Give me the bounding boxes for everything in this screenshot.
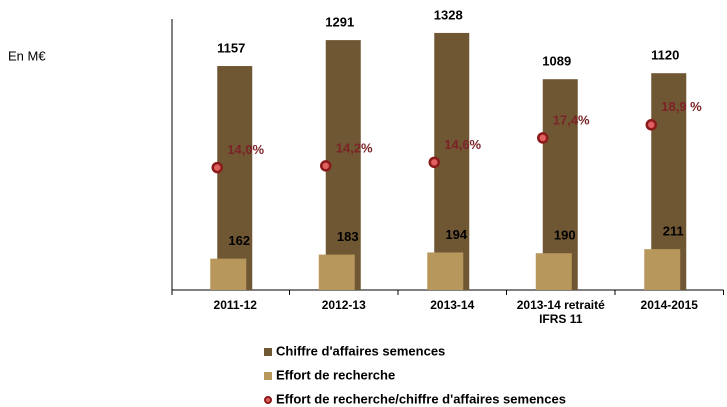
legend-label: Chiffre d'affaires semences <box>276 343 445 358</box>
bar <box>210 258 247 290</box>
bar-value-label: 1328 <box>434 7 463 22</box>
x-tick-label: 2011-12 <box>213 298 257 312</box>
bar-value-label: 190 <box>554 228 576 243</box>
legend-label: Effort de recherche/chiffre d'affaires s… <box>276 391 566 406</box>
bar <box>217 66 253 290</box>
legend-swatch <box>264 372 272 380</box>
bar-value-label: 194 <box>445 227 467 242</box>
ratio-marker <box>428 156 440 169</box>
legend-label: Effort de recherche <box>276 367 395 382</box>
bar <box>644 249 681 290</box>
ratio-label: 18,9 % <box>661 99 702 114</box>
legend-swatch <box>264 348 272 356</box>
legend-marker <box>264 396 272 404</box>
bar-value-label: 1089 <box>542 54 571 69</box>
ratio-marker <box>645 119 657 131</box>
bar <box>318 254 355 290</box>
bar-value-label: 211 <box>663 224 684 239</box>
ratio-label: 14,6% <box>444 137 481 152</box>
x-tick-label: 2014-2015 <box>640 298 698 312</box>
bar <box>427 252 464 290</box>
bar <box>325 40 361 290</box>
ratio-marker <box>537 132 549 144</box>
x-tick-label: 2013-14 retraité IFRS 11 <box>516 298 605 326</box>
ratio-marker <box>320 160 332 172</box>
ratio-label: 14,2% <box>336 140 373 155</box>
bar-value-label: 1157 <box>217 40 245 55</box>
ratio-label: 14,0% <box>227 142 264 157</box>
bar <box>434 32 470 291</box>
x-tick-label: 2012-13 <box>321 298 366 312</box>
bar-value-label: 1120 <box>651 48 679 63</box>
unit-label: En M€ <box>8 48 46 63</box>
bar-value-label: 1291 <box>325 15 354 30</box>
bar-value-label: 183 <box>337 229 359 244</box>
bar <box>535 253 572 290</box>
ratio-label: 17,4% <box>553 112 590 127</box>
x-tick-label: 2013-14 <box>430 298 475 312</box>
ratio-marker <box>211 161 223 174</box>
bar-value-label: 162 <box>228 233 250 248</box>
